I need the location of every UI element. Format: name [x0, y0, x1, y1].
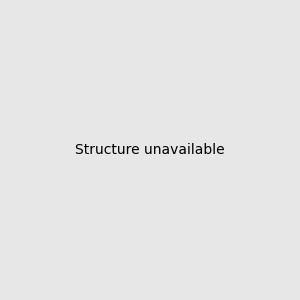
- Text: Structure unavailable: Structure unavailable: [75, 143, 225, 157]
